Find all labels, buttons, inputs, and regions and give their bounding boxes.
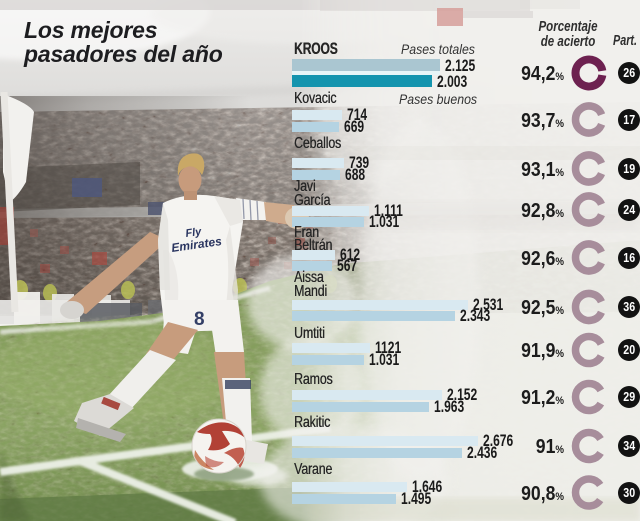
svg-text:Fly: Fly [185,226,203,240]
svg-text:8: 8 [194,309,205,330]
